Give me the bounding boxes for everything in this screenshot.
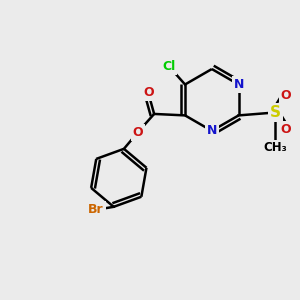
- Text: Cl: Cl: [162, 60, 176, 73]
- Text: Br: Br: [88, 203, 104, 216]
- Text: N: N: [207, 124, 217, 137]
- Text: S: S: [270, 105, 281, 120]
- Text: O: O: [133, 126, 143, 139]
- Text: O: O: [280, 123, 291, 136]
- Text: O: O: [143, 86, 154, 99]
- Text: N: N: [233, 78, 244, 91]
- Text: O: O: [280, 89, 291, 102]
- Text: CH₃: CH₃: [263, 141, 287, 154]
